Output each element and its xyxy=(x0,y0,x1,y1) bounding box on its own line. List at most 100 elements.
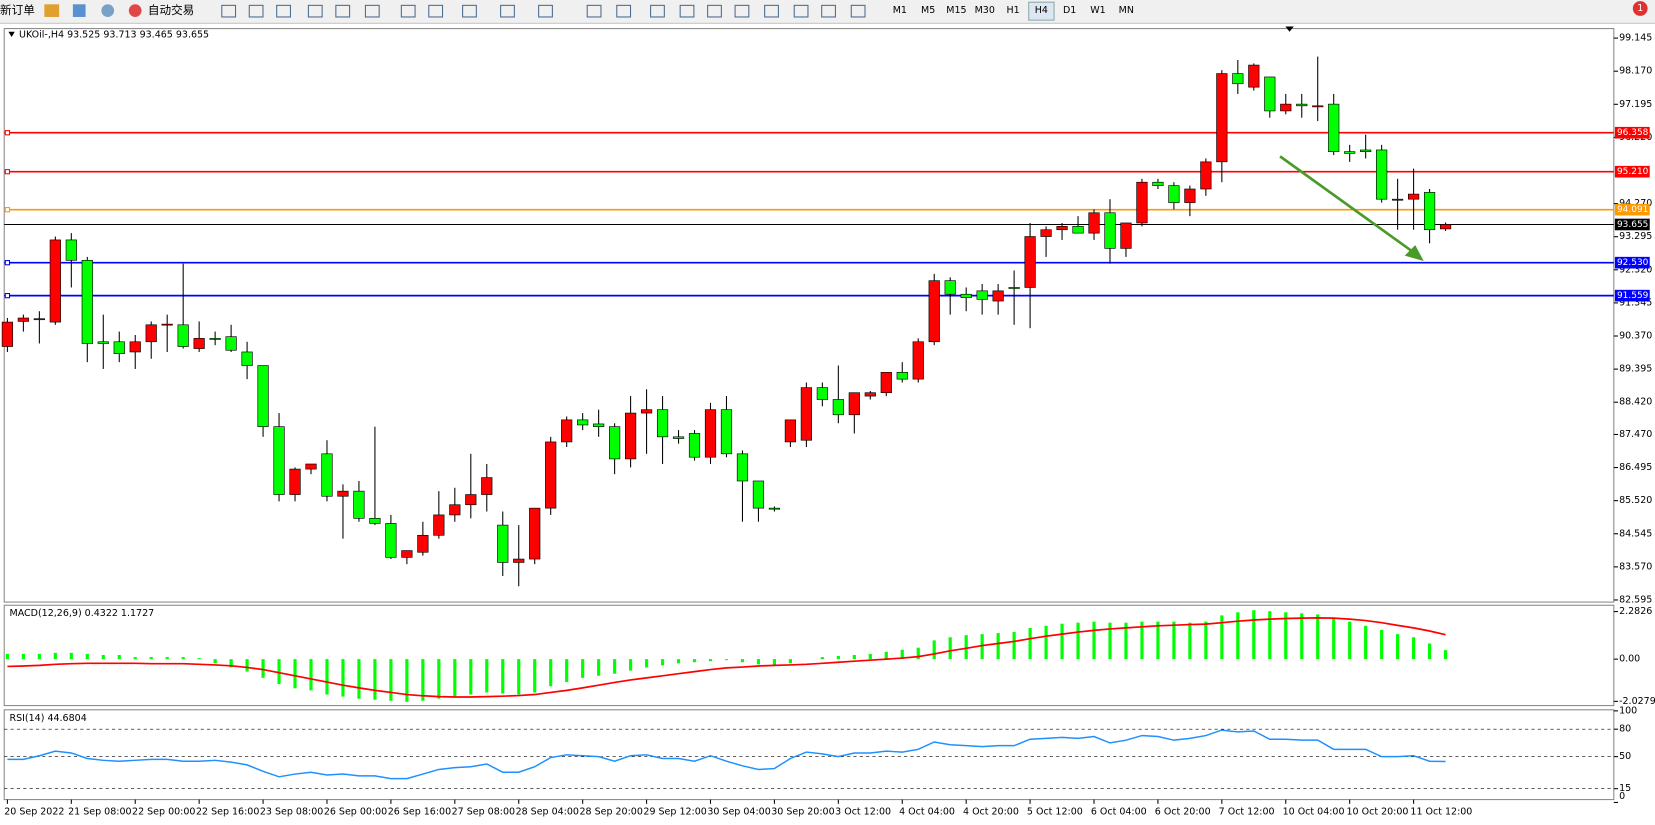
candle-body xyxy=(385,523,397,558)
trend-arrow-head xyxy=(1404,245,1424,261)
candle-body xyxy=(353,490,365,519)
level-box xyxy=(1614,165,1650,178)
candle-body xyxy=(752,480,765,509)
time-label: 26 Sep 16:00 xyxy=(388,807,451,818)
toolbar-icon[interactable] xyxy=(428,4,444,18)
toolbar-icon[interactable] xyxy=(307,4,323,18)
candle-body xyxy=(832,399,844,416)
price-tick-label: 89.395 xyxy=(1619,364,1652,375)
candle-body xyxy=(81,259,93,344)
toolbar-icon[interactable] xyxy=(586,4,602,18)
candle-body xyxy=(417,534,429,553)
time-label: 7 Oct 12:00 xyxy=(1219,807,1275,818)
macd-tick-label: -2.0279 xyxy=(1619,696,1655,707)
toolbar-icon[interactable] xyxy=(616,4,632,18)
candle-body xyxy=(656,409,669,438)
candle-body xyxy=(1168,185,1180,203)
time-label: 29 Sep 12:00 xyxy=(643,807,706,818)
price-tick-label: 85.520 xyxy=(1619,495,1652,506)
candle-body xyxy=(33,318,45,321)
toolbar-icon[interactable] xyxy=(462,4,477,18)
toolbar-icon[interactable] xyxy=(734,4,750,18)
candle-body xyxy=(912,341,924,380)
toolbar-icon[interactable] xyxy=(679,4,695,18)
icon[interactable] xyxy=(72,4,86,17)
price-tick-label: 99.145 xyxy=(1619,33,1652,44)
timeframe-button[interactable]: D1 xyxy=(1063,5,1076,16)
candle-body xyxy=(704,409,717,458)
candle-body xyxy=(1344,151,1356,154)
toolbar-icon[interactable] xyxy=(500,4,515,18)
toolbar-icon[interactable] xyxy=(793,4,809,18)
price-tick-label: 92.320 xyxy=(1619,264,1652,275)
candle-body xyxy=(864,392,876,397)
notification-badge[interactable] xyxy=(1632,1,1648,16)
candle-body xyxy=(113,341,125,354)
toolbar-icon[interactable] xyxy=(400,4,416,18)
candle-body xyxy=(1120,222,1132,249)
timeframe-button[interactable]: MN xyxy=(1119,5,1134,16)
candle-body xyxy=(193,338,205,349)
candle-body xyxy=(145,324,157,343)
symbol-header: UKOil-,H4 93.525 93.713 93.465 93.655 xyxy=(19,29,209,40)
toolbar-icon[interactable] xyxy=(221,4,237,18)
toolbar-icon[interactable] xyxy=(276,4,291,18)
candle-body xyxy=(640,409,653,414)
time-label: 6 Oct 04:00 xyxy=(1091,807,1147,818)
timeframe-button[interactable]: M5 xyxy=(921,5,935,16)
timeframe-button[interactable]: H4 xyxy=(1035,5,1048,16)
toolbar-icon[interactable] xyxy=(821,4,836,18)
timeframe-button[interactable]: M1 xyxy=(893,5,907,16)
icon[interactable] xyxy=(44,4,60,17)
candle-body xyxy=(49,239,61,323)
auto-trading-button[interactable]: 自动交易 xyxy=(148,3,194,17)
time-label: 22 Sep 00:00 xyxy=(132,807,195,818)
time-label: 27 Sep 08:00 xyxy=(452,807,515,818)
timeframe-button[interactable]: M15 xyxy=(946,5,966,16)
timeframe-button[interactable]: W1 xyxy=(1090,5,1105,16)
candle-body xyxy=(800,387,812,441)
candle-body xyxy=(1200,161,1212,190)
rsi-tick-label: 0 xyxy=(1619,791,1625,802)
time-label: 11 Oct 12:00 xyxy=(1410,807,1472,818)
time-label: 23 Sep 08:00 xyxy=(260,807,323,818)
candle-body xyxy=(465,494,477,506)
timeframe-button[interactable]: M30 xyxy=(975,5,995,16)
candle-body xyxy=(784,419,796,443)
candle-body xyxy=(1088,212,1100,234)
new-order-button[interactable]: 新订单 xyxy=(0,3,35,17)
toolbar-icon[interactable] xyxy=(248,4,264,18)
candle-body xyxy=(577,419,589,426)
candle-body xyxy=(1423,192,1436,231)
toolbar-icon[interactable] xyxy=(364,4,380,18)
timeframe-button[interactable]: H1 xyxy=(1006,5,1019,16)
icon[interactable] xyxy=(101,4,115,17)
toolbar-icon[interactable] xyxy=(764,4,779,18)
rsi-line xyxy=(7,729,1446,780)
level-handle xyxy=(4,130,11,136)
macd-tick-label: 2.2826 xyxy=(1619,606,1652,617)
level-box xyxy=(1614,203,1650,216)
shift-marker xyxy=(1285,26,1294,32)
candle-body xyxy=(1248,64,1260,88)
badge-count: 1 xyxy=(1637,3,1643,14)
candle-body xyxy=(401,550,413,558)
level-label: 93.655 xyxy=(1617,220,1648,230)
candle-body xyxy=(1008,287,1020,289)
toolbar-icon[interactable] xyxy=(538,4,553,18)
candle-body xyxy=(241,351,253,366)
toolbar-icon[interactable] xyxy=(335,4,351,18)
toolbar-icon[interactable] xyxy=(850,4,866,18)
candle-body xyxy=(97,341,109,344)
toolbar-icon[interactable] xyxy=(707,4,722,18)
auto-trading-icon[interactable] xyxy=(128,4,142,17)
candle-body xyxy=(273,426,285,495)
candle-body xyxy=(848,392,860,416)
candle-body xyxy=(1439,224,1452,230)
price-tick-label: 91.345 xyxy=(1619,297,1652,308)
candle-body xyxy=(625,412,637,460)
level-label: 94.091 xyxy=(1617,205,1648,215)
time-label: 30 Sep 20:00 xyxy=(771,807,834,818)
toolbar-icon[interactable] xyxy=(650,4,665,18)
